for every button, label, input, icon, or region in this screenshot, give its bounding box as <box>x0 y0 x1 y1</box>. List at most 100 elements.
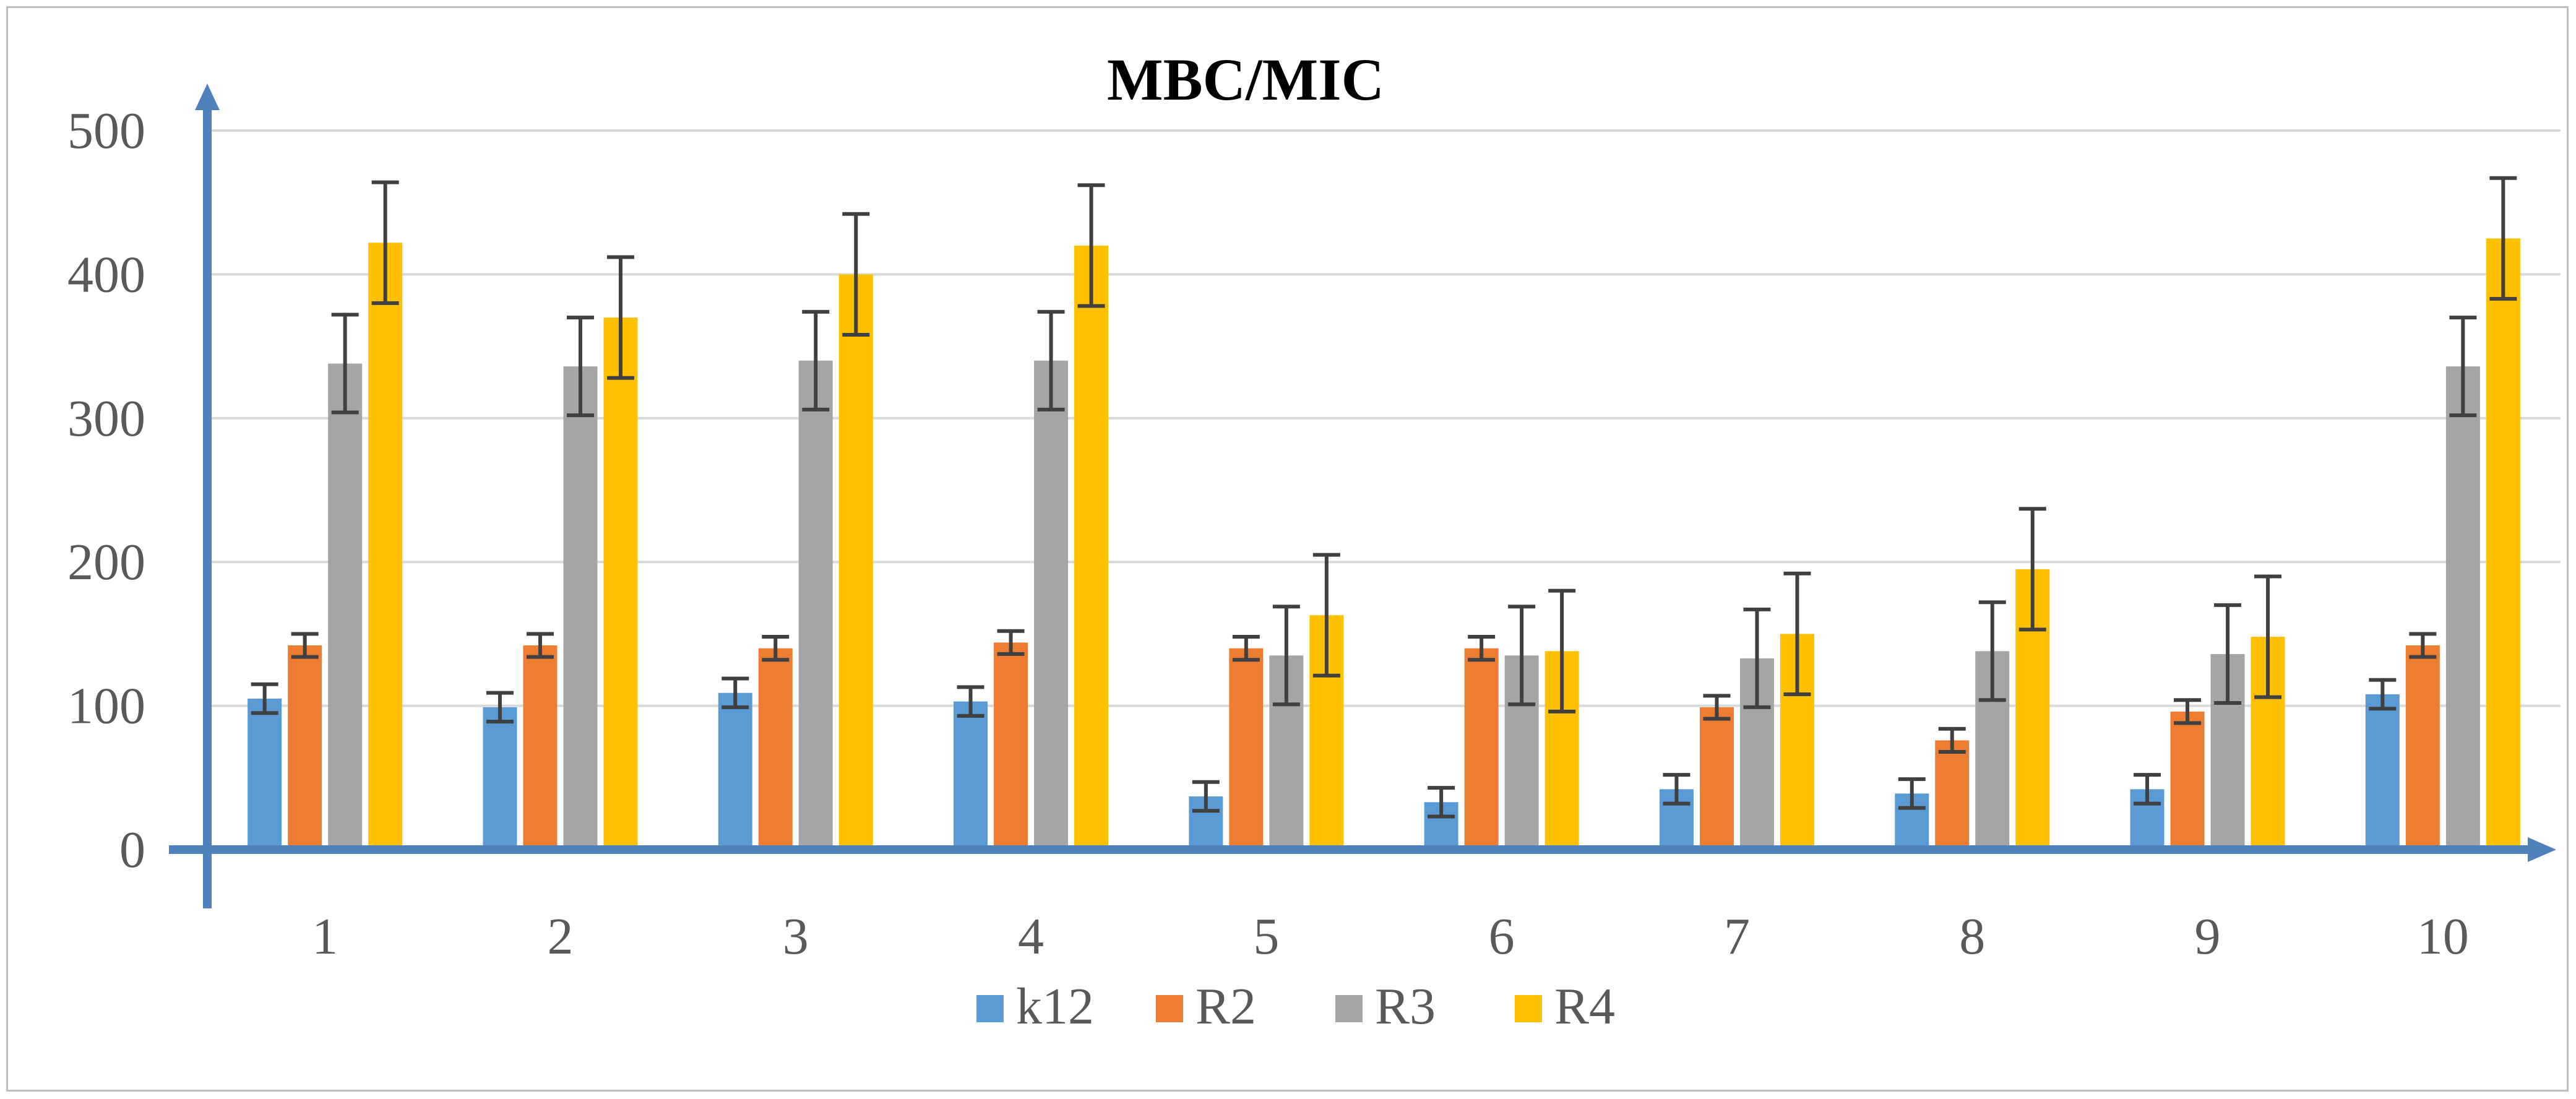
bar-k12-10 <box>2365 694 2400 850</box>
bar-R2-1 <box>288 645 322 850</box>
y-tick-label-300: 300 <box>67 390 145 447</box>
legend-label-R4: R4 <box>1554 978 1615 1035</box>
bar-R4-4 <box>1074 245 1109 850</box>
legend-item-R4: R4 <box>1515 978 1615 1035</box>
error-bar-R3-3 <box>802 309 830 412</box>
x-tick-label-2: 2 <box>547 908 573 965</box>
bar-R2-8 <box>1935 740 1970 850</box>
bar-R2-2 <box>523 645 558 850</box>
error-bar-R4-2 <box>606 255 634 380</box>
error-bar-R2-3 <box>762 635 790 662</box>
error-bar-R3-8 <box>1978 600 2006 702</box>
x-tick-label-7: 7 <box>1724 908 1750 965</box>
error-bar-R3-6 <box>1508 605 1536 707</box>
error-bar-R2-8 <box>1938 726 1966 754</box>
error-bar-R2-6 <box>1468 635 1496 662</box>
error-bar-k12-2 <box>486 691 514 724</box>
bar-R3-2 <box>563 366 598 850</box>
legend-item-k12: k12 <box>976 978 1094 1035</box>
error-bar-R3-2 <box>566 316 594 418</box>
error-bar-k12-7 <box>1663 773 1691 806</box>
grid-lines <box>207 129 2561 707</box>
x-tick-label-1: 1 <box>312 908 338 965</box>
chart-svg: 0 100 200 300 400 500 1 2 3 4 5 6 7 8 9 10 MBC/MIC k12… <box>67 46 2561 1035</box>
error-bar-k12-9 <box>2134 773 2161 806</box>
x-tick-label-10: 10 <box>2417 908 2469 965</box>
x-tick-label-3: 3 <box>783 908 809 965</box>
bar-R4-2 <box>603 317 638 850</box>
bar-R2-3 <box>758 648 793 850</box>
bar-R4-1 <box>368 243 403 850</box>
error-bar-R3-10 <box>2449 316 2477 418</box>
bar-k12-4 <box>954 701 988 850</box>
legend-item-R2: R2 <box>1156 978 1256 1035</box>
bar-R2-9 <box>2170 711 2205 850</box>
legend-item-R3: R3 <box>1335 978 1436 1035</box>
error-bar-R4-5 <box>1312 553 1340 678</box>
legend-label-R2: R2 <box>1195 978 1256 1035</box>
y-tick-label-500: 500 <box>67 102 145 160</box>
legend-swatch-k12 <box>976 995 1004 1022</box>
legend-swatch-R2 <box>1156 995 1183 1022</box>
error-bar-R2-1 <box>291 632 319 659</box>
error-bar-R4-3 <box>842 212 870 337</box>
error-bars <box>251 176 2517 819</box>
bar-R3-3 <box>798 360 833 850</box>
error-bar-R4-10 <box>2489 176 2517 301</box>
error-bar-R2-7 <box>1703 694 1731 721</box>
bar-R2-6 <box>1464 648 1499 850</box>
bar-R2-7 <box>1699 707 1734 850</box>
bar-R2-5 <box>1229 648 1264 850</box>
error-bar-R4-6 <box>1548 588 1576 713</box>
bar-R3-1 <box>328 363 363 850</box>
x-axis-arrow <box>2528 837 2556 862</box>
chart-frame: 0 100 200 300 400 500 1 2 3 4 5 6 7 8 9 10 MBC/MIC k12… <box>6 6 2569 1092</box>
chart-title: MBC/MIC <box>1107 46 1384 113</box>
error-bar-k12-4 <box>957 685 984 718</box>
error-bar-R2-5 <box>1232 635 1260 662</box>
y-tick-label-0: 0 <box>119 821 145 879</box>
error-bar-k12-8 <box>1898 777 1926 810</box>
bar-R2-10 <box>2405 645 2440 850</box>
bar-R4-10 <box>2486 238 2520 850</box>
y-tick-labels: 0 100 200 300 400 500 <box>67 102 145 879</box>
error-bar-R2-2 <box>526 632 554 659</box>
legend-label-R3: R3 <box>1375 978 1436 1035</box>
x-tick-labels: 1 2 3 4 5 6 7 8 9 10 <box>312 908 2469 965</box>
x-tick-label-8: 8 <box>1959 908 1985 965</box>
error-bar-R2-4 <box>997 629 1025 656</box>
error-bar-k12-5 <box>1192 780 1220 813</box>
error-bar-k12-10 <box>2369 678 2397 711</box>
error-bar-R3-4 <box>1037 309 1065 412</box>
bar-R3-4 <box>1034 360 1069 850</box>
legend-swatch-R3 <box>1335 995 1363 1022</box>
error-bar-R2-9 <box>2174 698 2202 725</box>
error-bar-R3-1 <box>331 312 359 415</box>
error-bar-R4-8 <box>2018 507 2046 632</box>
bar-k12-3 <box>718 692 752 850</box>
error-bar-R4-9 <box>2254 574 2282 699</box>
error-bar-k12-3 <box>722 676 749 709</box>
bar-k12-1 <box>248 698 282 850</box>
bar-R3-10 <box>2445 366 2480 850</box>
bar-k12-2 <box>483 707 517 850</box>
x-tick-label-5: 5 <box>1253 908 1279 965</box>
x-tick-label-9: 9 <box>2195 908 2221 965</box>
bar-R2-4 <box>994 642 1028 850</box>
error-bar-R3-5 <box>1272 605 1300 707</box>
x-tick-label-4: 4 <box>1018 908 1044 965</box>
error-bar-R4-7 <box>1783 571 1811 697</box>
error-bar-k12-1 <box>251 682 278 715</box>
legend-swatch-R4 <box>1515 995 1542 1022</box>
legend: k12 R2 R3 R4 <box>976 978 1615 1035</box>
bars <box>248 238 2520 850</box>
y-tick-label-200: 200 <box>67 533 145 591</box>
error-bar-R4-4 <box>1077 183 1105 308</box>
error-bar-k12-6 <box>1428 786 1455 819</box>
bar-R4-3 <box>838 274 873 850</box>
error-bar-R3-9 <box>2214 603 2242 705</box>
axes <box>169 84 2556 908</box>
y-tick-label-400: 400 <box>67 246 145 303</box>
error-bar-R4-1 <box>371 180 399 305</box>
y-axis-arrow <box>195 84 220 110</box>
